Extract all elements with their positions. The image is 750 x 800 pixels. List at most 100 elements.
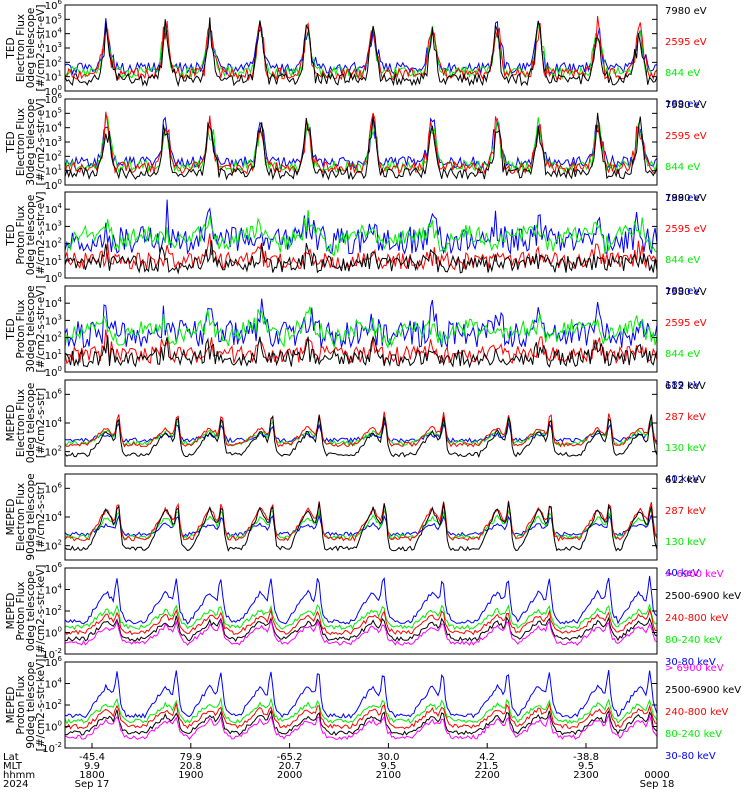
legend-entry: 287 keV [665, 506, 706, 517]
legend-entry: 30-80 keV [665, 657, 716, 668]
y-axis-label: [#/cm2-s-str] [35, 482, 47, 552]
legend-entry: 240-800 keV [665, 613, 729, 624]
y-axis-label: 0deg telescope [25, 383, 37, 464]
legend-entry: 240-800 keV [665, 707, 729, 718]
series-group [65, 500, 657, 552]
y-tick-label: 103 [45, 313, 62, 327]
legend-entry: > 6900 keV [665, 663, 724, 674]
x-tick-label: 4.2 [479, 752, 495, 763]
series-287-kev [65, 500, 657, 542]
x-row-label: Lat [3, 752, 19, 763]
series-130-kev [65, 508, 657, 541]
series-group [65, 15, 657, 88]
y-tick-label: 100 [45, 84, 62, 98]
series-group [65, 298, 657, 369]
x-tick-label: 9.5 [380, 761, 396, 772]
panel-frame [64, 285, 658, 373]
legend-entry: 2595 eV [665, 131, 707, 142]
y-axis-label: 30deg telescope [25, 285, 37, 372]
y-tick-label: 102 [45, 55, 62, 69]
x-tick-label: 30.0 [377, 752, 399, 763]
y-tick-label: 103 [45, 219, 62, 233]
series-844-ev [65, 20, 657, 80]
y-axis-label: Electron Flux [15, 14, 27, 82]
series-40-kev [65, 513, 657, 538]
series-80-240-kev [65, 697, 657, 725]
series-612-kev [65, 501, 657, 552]
series-7980-ev [65, 335, 657, 369]
series-group [65, 575, 657, 647]
y-tick-label: 101 [45, 348, 62, 362]
legend-entry: 189 eV [665, 193, 700, 204]
legend-entry: 844 eV [665, 349, 700, 360]
x-tick-label: 1800 [79, 770, 104, 781]
series-130-kev [65, 417, 657, 447]
panel-frame [64, 379, 658, 467]
y-axis-label: [#/cm2-s-str-eV] [35, 99, 47, 186]
series-189-ev [65, 298, 657, 350]
y-tick-label: 102 [45, 604, 62, 618]
y-tick-label: 102 [45, 331, 62, 345]
y-axis-label: 30deg telescope [25, 98, 37, 185]
series-2500-6900-kev [65, 709, 657, 736]
y-axis-label: TED [5, 37, 17, 59]
y-axis-label: 0deg telescope [25, 195, 37, 276]
y-tick-label: 106 [45, 481, 63, 495]
series-189-ev [65, 114, 657, 170]
y-tick-label: 10-2 [42, 741, 62, 755]
y-tick-label: 103 [45, 135, 62, 149]
series-287-kev [65, 411, 657, 448]
legend-entry: 189 eV [665, 99, 700, 110]
y-tick-label: 100 [45, 720, 62, 734]
series--6900-kev [65, 712, 657, 741]
y-axis-label: TED [5, 131, 17, 153]
x-tick-label: 0000 [644, 770, 669, 781]
y-tick-label: 106 [45, 561, 63, 575]
legend-entry: 2595 eV [665, 318, 707, 329]
series-30-80-kev [65, 670, 657, 719]
y-tick-label: 106 [45, 387, 63, 401]
y-tick-label: 102 [45, 237, 62, 251]
series-612-kev [65, 414, 657, 458]
y-tick-label: 106 [45, 655, 63, 669]
legend-entry: 2595 eV [665, 224, 707, 235]
x-tick-label: 2300 [573, 770, 598, 781]
y-axis-label: [#/cm2-s-str-keV] [35, 659, 47, 752]
series-189-ev [65, 199, 657, 256]
y-axis-label: [#/cm2-s-str] [35, 388, 47, 458]
legend-entry: 844 eV [665, 255, 700, 266]
y-tick-label: 104 [45, 202, 63, 216]
y-axis-label: Electron Flux [15, 108, 27, 176]
legend-entry: 612 keV [665, 381, 706, 392]
series-2595-ev [65, 329, 657, 365]
y-tick-label: 100 [45, 626, 62, 640]
series-844-ev [65, 115, 657, 174]
series-844-ev [65, 209, 657, 257]
series-2500-6900-kev [65, 615, 657, 642]
y-axis-label: [#/cm2-s-str-keV] [35, 565, 47, 658]
y-tick-label: 104 [45, 27, 63, 41]
x-tick-label: -38.8 [573, 752, 599, 763]
y-tick-label: 106 [45, 0, 63, 12]
x-tick-label: 21.5 [476, 761, 498, 772]
y-tick-label: 102 [45, 539, 62, 553]
legend-entry: 30-80 keV [665, 751, 716, 762]
y-axis-label: 90deg telescope [25, 661, 37, 748]
series-group [65, 670, 657, 741]
series-844-ev [65, 306, 657, 350]
y-axis-label: 0deg telescope [25, 571, 37, 652]
x-tick-label: 9.9 [84, 761, 100, 772]
y-axis-label: Electron Flux [15, 389, 27, 457]
y-axis-label: MEPED [5, 593, 17, 630]
x-tick-label: Sep 18 [640, 779, 675, 790]
x-row-label: MLT [3, 761, 23, 772]
legend-entry: 40 keV [665, 568, 699, 579]
x-tick-label: 79.9 [180, 752, 202, 763]
